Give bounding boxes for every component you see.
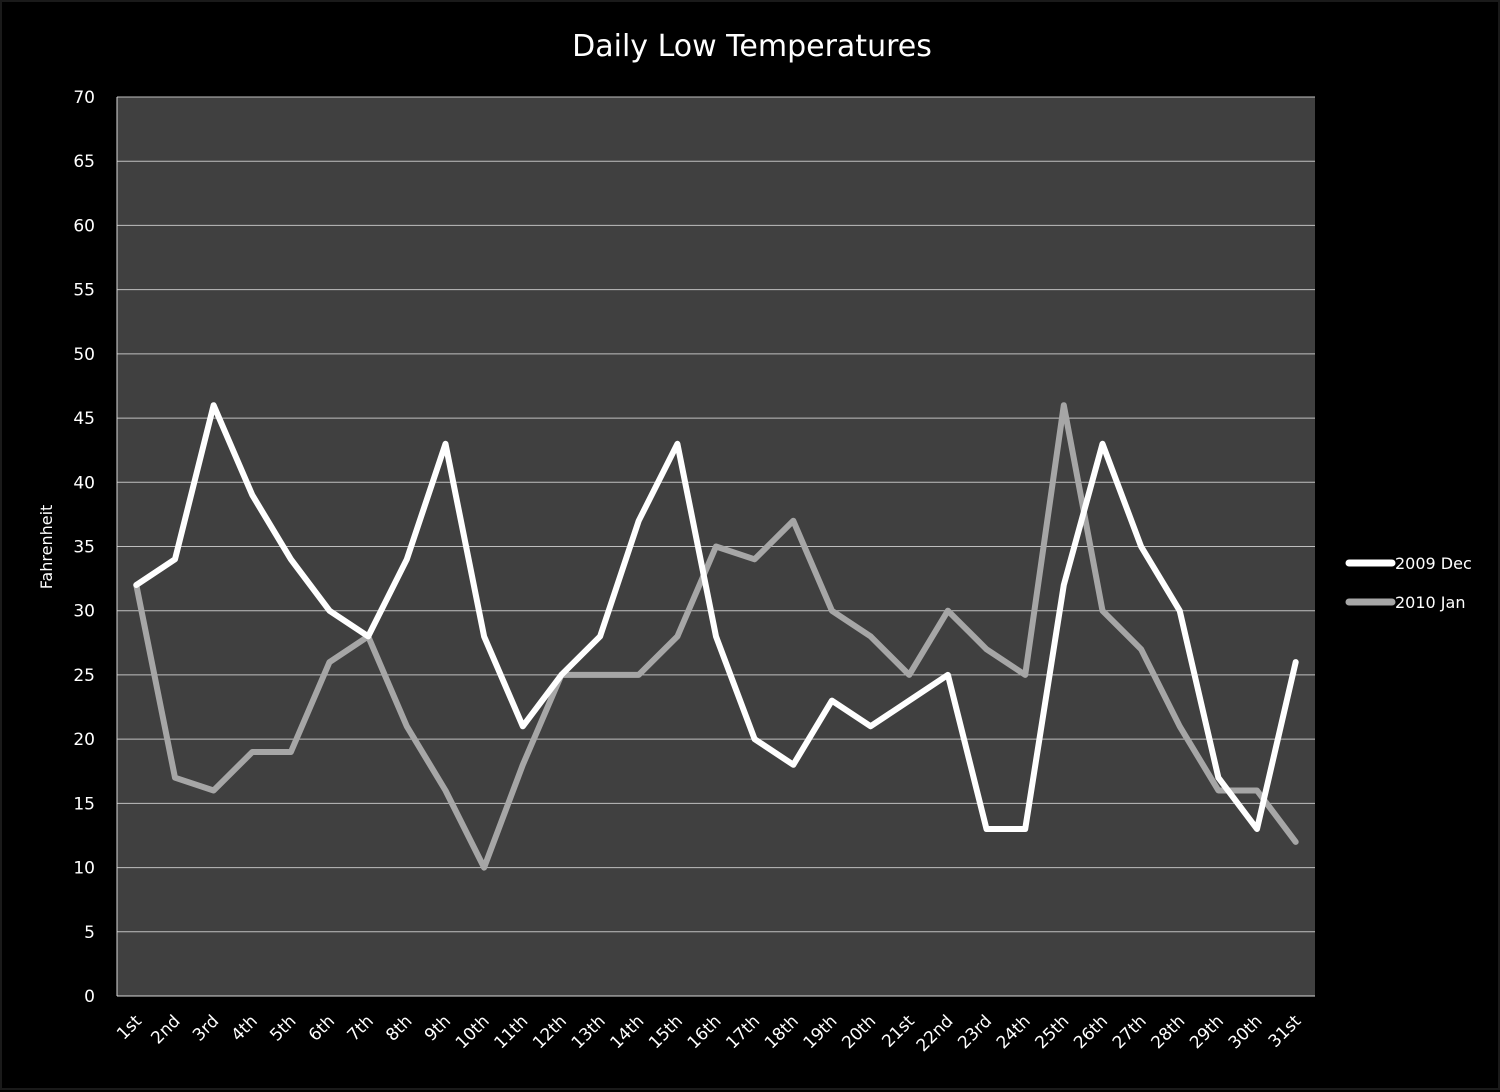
x-tick-label-25th: 25th xyxy=(1032,1011,1074,1053)
y-axis-label: Fahrenheit xyxy=(37,505,56,590)
x-tick-label-28th: 28th xyxy=(1148,1011,1190,1053)
x-tick-label-11th: 11th xyxy=(491,1011,533,1053)
x-tick-label-2nd: 2nd xyxy=(147,1011,184,1048)
x-tick-label-19th: 19th xyxy=(800,1011,842,1053)
y-tick-label-0: 0 xyxy=(84,987,95,1007)
x-tick-label-14th: 14th xyxy=(606,1011,648,1053)
x-tick-label-23rd: 23rd xyxy=(954,1011,996,1053)
x-tick-label-21st: 21st xyxy=(878,1011,919,1052)
x-tick-label-3rd: 3rd xyxy=(189,1011,223,1045)
y-tick-label-25: 25 xyxy=(73,666,95,686)
y-tick-label-20: 20 xyxy=(73,730,95,750)
legend-label-2010-jan: 2010 Jan xyxy=(1395,593,1465,612)
x-tick-label-31st: 31st xyxy=(1265,1011,1306,1052)
y-tick-label-50: 50 xyxy=(73,345,95,365)
y-tick-label-30: 30 xyxy=(73,602,95,622)
x-tick-label-26th: 26th xyxy=(1070,1011,1112,1053)
x-tick-label-8th: 8th xyxy=(382,1011,416,1045)
x-tick-label-15th: 15th xyxy=(645,1011,687,1053)
x-tick-label-20th: 20th xyxy=(838,1011,880,1053)
y-tick-label-45: 45 xyxy=(73,409,95,429)
x-tick-label-9th: 9th xyxy=(421,1011,455,1045)
x-tick-label-27th: 27th xyxy=(1109,1011,1151,1053)
y-tick-label-65: 65 xyxy=(73,152,95,172)
chart-title: Daily Low Temperatures xyxy=(572,29,932,64)
y-tick-label-5: 5 xyxy=(84,923,95,943)
y-tick-label-10: 10 xyxy=(73,859,95,879)
x-tick-label-7th: 7th xyxy=(344,1011,378,1045)
series-line-2009-dec xyxy=(133,402,1299,832)
x-tick-label-1st: 1st xyxy=(113,1011,146,1044)
x-tick-label-4th: 4th xyxy=(228,1011,262,1045)
y-tick-label-15: 15 xyxy=(73,794,95,814)
x-tick-label-6th: 6th xyxy=(305,1011,339,1045)
x-tick-label-5th: 5th xyxy=(266,1011,300,1045)
x-tick-label-22nd: 22nd xyxy=(913,1011,958,1056)
y-tick-label-40: 40 xyxy=(73,473,95,493)
legend-label-2009-dec: 2009 Dec xyxy=(1395,554,1472,573)
x-tick-label-18th: 18th xyxy=(761,1011,803,1053)
y-tick-label-35: 35 xyxy=(73,538,95,558)
x-tick-label-10th: 10th xyxy=(452,1011,494,1053)
x-tick-label-29th: 29th xyxy=(1186,1011,1228,1053)
y-tick-label-55: 55 xyxy=(73,281,95,301)
legend: 2009 Dec 2010 Jan xyxy=(1345,554,1472,612)
x-tick-label-16th: 16th xyxy=(684,1011,726,1053)
y-tick-label-60: 60 xyxy=(73,216,95,236)
series-line-2010-jan xyxy=(133,402,1299,871)
x-tick-label-24th: 24th xyxy=(993,1011,1035,1053)
y-tick-label-70: 70 xyxy=(73,88,95,108)
x-tick-label-30th: 30th xyxy=(1225,1011,1267,1053)
x-tick-label-12th: 12th xyxy=(529,1011,571,1053)
x-tick-label-17th: 17th xyxy=(722,1011,764,1053)
x-tick-label-13th: 13th xyxy=(568,1011,610,1053)
plot-area: 0 5 10 15 20 25 30 35 40 45 50 55 60 65 70 1st 2nd 3rd 4th… xyxy=(73,88,1315,1056)
